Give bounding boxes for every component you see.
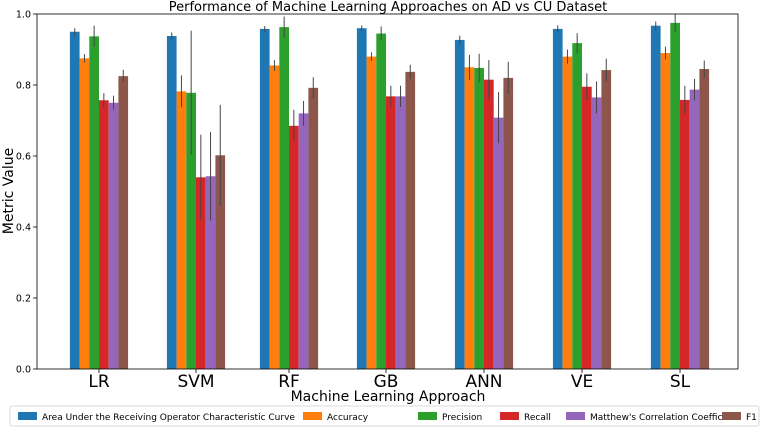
- bar: [79, 58, 90, 369]
- legend-swatch: [418, 412, 437, 420]
- bar: [69, 31, 80, 369]
- legend-label: Area Under the Receiving Operator Charac…: [42, 413, 295, 423]
- bar: [572, 43, 582, 370]
- x-tick-label: RF: [278, 372, 300, 392]
- legend-swatch: [566, 412, 585, 420]
- bar: [582, 86, 592, 370]
- bar: [493, 117, 504, 369]
- bar: [474, 67, 484, 370]
- legend-label: Matthew's Correlation Coefficient: [590, 413, 740, 423]
- legend-swatch: [500, 412, 519, 420]
- legend-label: Recall: [524, 413, 551, 423]
- bar: [660, 53, 671, 370]
- bar: [405, 71, 416, 370]
- bar: [366, 56, 377, 369]
- bar: [118, 76, 129, 369]
- bar: [454, 39, 465, 369]
- bar: [279, 27, 289, 369]
- bar: [395, 96, 406, 370]
- legend-box: [9, 405, 760, 427]
- y-tick-label: 0.2: [16, 294, 31, 305]
- bar: [269, 65, 280, 369]
- x-tick-label: ANN: [465, 372, 502, 392]
- y-tick-label: 0.8: [16, 81, 31, 92]
- x-tick-label: SL: [670, 372, 691, 392]
- y-tick-label: 0.4: [16, 223, 31, 234]
- bar: [552, 28, 563, 369]
- bar: [484, 79, 494, 370]
- legend: Area Under the Receiving Operator Charac…: [18, 412, 757, 423]
- y-axis-label: Metric Value: [1, 148, 17, 234]
- y-tick-label: 0.0: [16, 365, 31, 376]
- legend-label: Precision: [442, 413, 482, 423]
- bar: [99, 100, 109, 369]
- x-tick-label: LR: [88, 372, 109, 392]
- bar: [689, 89, 700, 370]
- legend-label: F1: [746, 413, 757, 423]
- bar: [562, 56, 573, 369]
- legend-swatch: [303, 412, 322, 420]
- bar: [670, 22, 680, 369]
- x-axis-label: Machine Learning Approach: [291, 389, 486, 405]
- bar: [259, 28, 270, 369]
- bar: [699, 69, 710, 370]
- x-tick-label: GB: [374, 372, 399, 392]
- bar: [386, 96, 396, 370]
- bar: [650, 25, 661, 370]
- bar: [289, 125, 299, 369]
- bar: [166, 36, 177, 369]
- legend-swatch: [18, 412, 37, 420]
- x-tick-label: SVM: [177, 372, 214, 392]
- bar: [186, 92, 196, 369]
- y-tick-label: 1.0: [16, 10, 31, 21]
- bar: [591, 97, 602, 370]
- bar: [376, 33, 386, 370]
- bar: [108, 102, 119, 369]
- legend-label: Accuracy: [327, 413, 369, 423]
- plot-frame: [36, 13, 739, 370]
- bar: [680, 99, 690, 369]
- bar: [298, 113, 309, 370]
- bar: [356, 28, 367, 369]
- y-tick-label: 0.6: [16, 152, 31, 163]
- bar: [601, 70, 612, 369]
- bar: [308, 87, 319, 369]
- legend-swatch: [722, 412, 741, 420]
- x-tick-label: VE: [571, 372, 593, 392]
- bar: [196, 177, 206, 369]
- bar: [503, 77, 514, 370]
- bar: [89, 36, 99, 370]
- chart-title: Performance of Machine Learning Approach…: [169, 0, 608, 15]
- bar: [176, 91, 187, 369]
- bar: [205, 176, 216, 369]
- bar: [215, 155, 226, 369]
- bar: [464, 67, 475, 369]
